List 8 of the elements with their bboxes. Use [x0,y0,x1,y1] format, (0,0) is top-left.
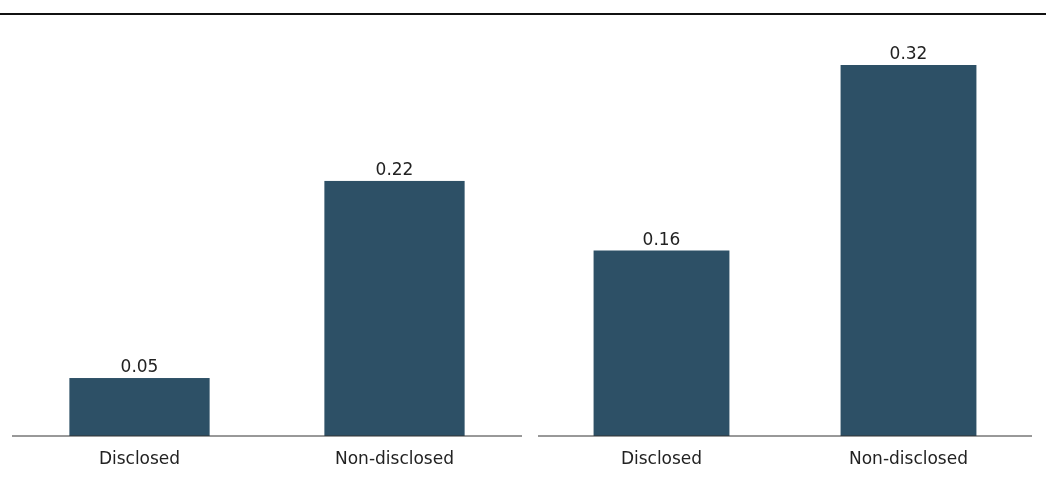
data-label: 0.05 [120,356,159,377]
x-tick-label: Non-disclosed [849,448,968,468]
data-label: 0.32 [889,43,928,63]
data-label: 0.16 [642,228,681,249]
x-tick-label: Non-disclosed [335,448,454,468]
data-label: 0.22 [375,158,414,179]
x-tick-label: Disclosed [620,448,703,468]
x-tick-label: Disclosed [98,448,181,468]
